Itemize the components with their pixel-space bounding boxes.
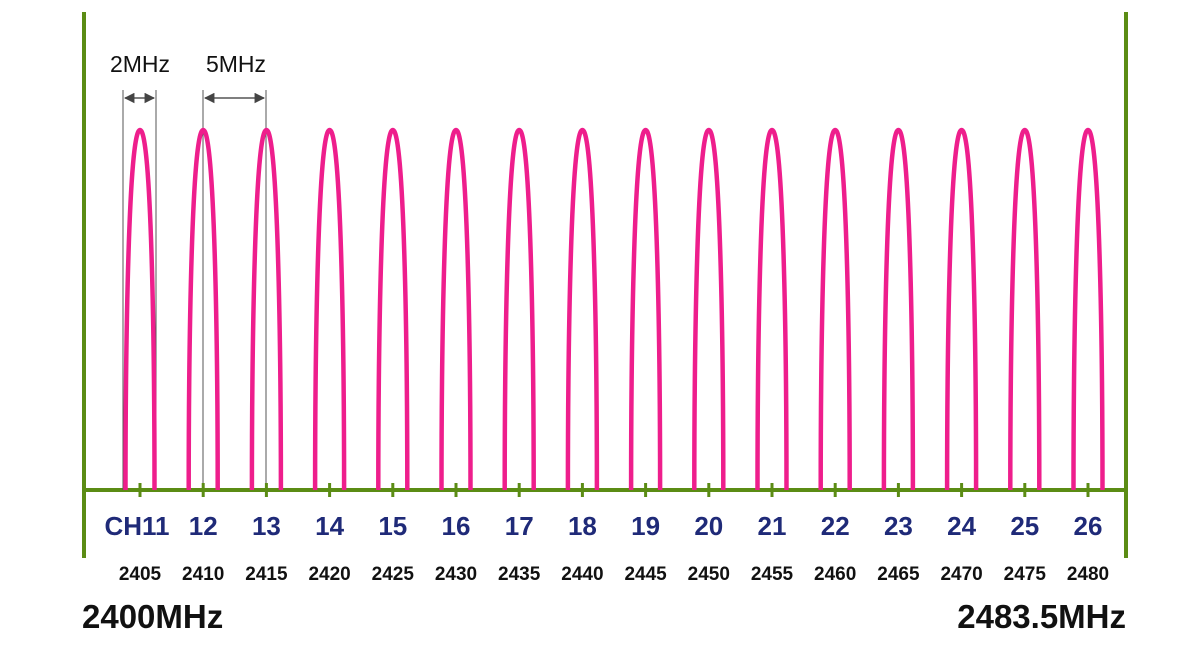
channel-curve bbox=[502, 127, 536, 491]
channel-curve bbox=[692, 127, 726, 491]
channel-number-label: 13 bbox=[252, 511, 281, 541]
channel-frequency-label: 2410 bbox=[182, 564, 224, 585]
channel-frequency-label: 2435 bbox=[498, 564, 541, 585]
channel-number-label: 15 bbox=[378, 511, 407, 541]
channel-number-label: 20 bbox=[694, 511, 723, 541]
channel-frequency-label: 2420 bbox=[308, 564, 350, 585]
channel-number-label: 24 bbox=[947, 511, 976, 541]
channel-curve bbox=[818, 127, 852, 491]
channel-frequency-label: 2445 bbox=[624, 564, 667, 585]
channel-frequency-label: 2440 bbox=[561, 564, 603, 585]
channel-frequency-label: 2480 bbox=[1067, 564, 1109, 585]
channel-curve bbox=[312, 127, 347, 491]
channel-number-label: 19 bbox=[631, 511, 660, 541]
channel-frequency-label: 2425 bbox=[372, 564, 415, 585]
channel-number-label: 25 bbox=[1010, 511, 1039, 541]
channel-curve bbox=[881, 127, 916, 491]
band-end-label: 2483.5MHz bbox=[957, 598, 1126, 635]
channel-curve bbox=[565, 127, 600, 491]
channels-group: CH11240512241013241514242015242516243017… bbox=[104, 127, 1109, 585]
channel-number-label: 12 bbox=[189, 511, 218, 541]
channel-frequency-label: 2450 bbox=[688, 564, 730, 585]
channel-number-label: 21 bbox=[758, 511, 787, 541]
channel-curve bbox=[944, 127, 979, 491]
channel-curve bbox=[123, 127, 157, 491]
channel-frequency-label: 2465 bbox=[877, 564, 920, 585]
channel-frequency-label: 2470 bbox=[940, 564, 982, 585]
channel-number-label: 14 bbox=[315, 511, 344, 541]
channel-curve bbox=[376, 127, 410, 491]
channel-curve bbox=[1008, 127, 1042, 491]
channel-number-label: 23 bbox=[884, 511, 913, 541]
channel-frequency-label: 2455 bbox=[751, 564, 794, 585]
channel-number-label: CH11 bbox=[104, 511, 169, 541]
channel-number-label: 17 bbox=[505, 511, 534, 541]
channel-curve bbox=[755, 127, 789, 491]
spacing-label: 5MHz bbox=[206, 51, 266, 77]
channel-frequency-label: 2405 bbox=[119, 564, 162, 585]
channel-curve bbox=[628, 127, 663, 491]
bandwidth-label: 2MHz bbox=[110, 51, 170, 77]
channel-curve bbox=[439, 127, 473, 491]
channel-curve bbox=[249, 127, 284, 491]
channel-frequency-label: 2430 bbox=[435, 564, 477, 585]
channel-frequency-label: 2460 bbox=[814, 564, 856, 585]
channel-number-label: 26 bbox=[1074, 511, 1103, 541]
channel-number-label: 22 bbox=[821, 511, 850, 541]
channel-frequency-label: 2475 bbox=[1004, 564, 1047, 585]
channel-frequency-label: 2415 bbox=[245, 564, 288, 585]
band-start-label: 2400MHz bbox=[82, 598, 223, 635]
channel-curve bbox=[186, 127, 220, 491]
spacing-annotation: 5MHz bbox=[202, 51, 267, 490]
channel-number-label: 18 bbox=[568, 511, 597, 541]
channel-number-label: 16 bbox=[442, 511, 471, 541]
channel-curve bbox=[1071, 127, 1105, 491]
bandwidth-annotation: 2MHz bbox=[110, 51, 170, 490]
